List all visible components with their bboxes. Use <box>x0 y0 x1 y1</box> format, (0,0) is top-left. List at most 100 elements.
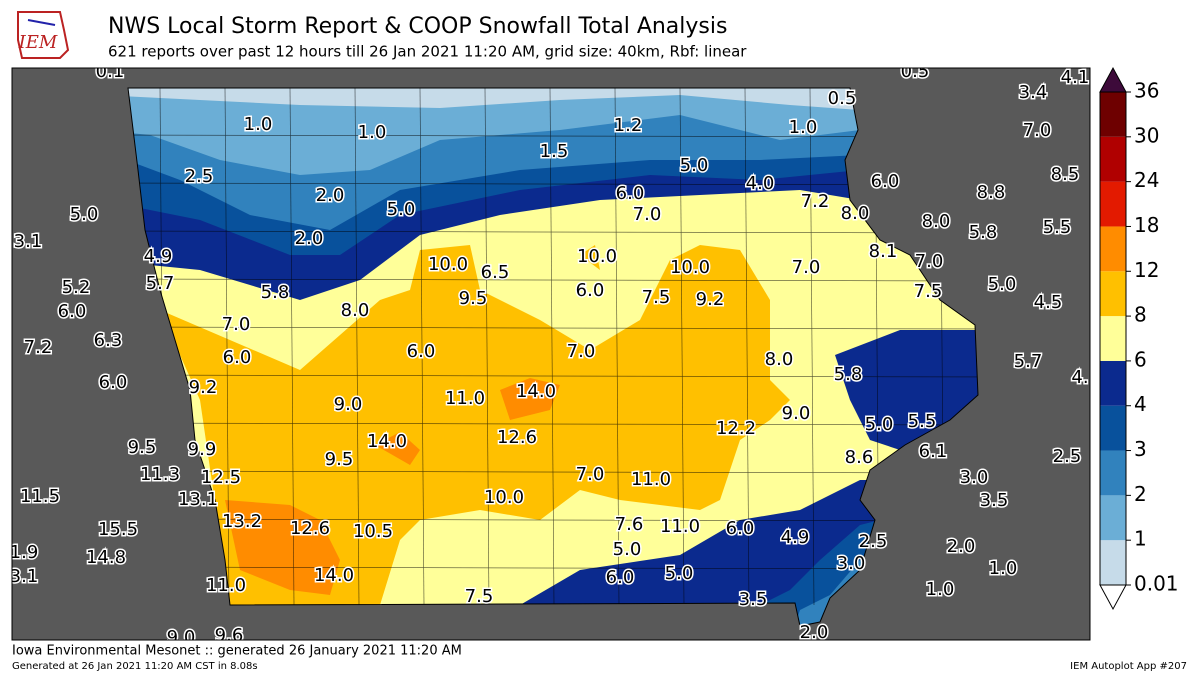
snow-label: 10.0 <box>484 487 524 508</box>
snow-label: 6.0 <box>616 183 645 204</box>
snow-label: 14.0 <box>314 565 354 586</box>
snow-label: 1.0 <box>926 579 955 600</box>
snow-label: 7.5 <box>465 586 494 607</box>
colorbar-segment <box>1100 181 1126 227</box>
snow-label: 0.5 <box>901 61 930 82</box>
snow-label: 5.2 <box>62 277 91 298</box>
county-line <box>128 374 978 378</box>
colorbar-segment <box>1100 226 1126 272</box>
snow-label: 7.0 <box>792 257 821 278</box>
colorbar-tick-label: 2 <box>1134 482 1147 506</box>
colorbar-segment <box>1100 405 1126 451</box>
snow-label: 12.6 <box>497 427 537 448</box>
colorbar-tick-label: 30 <box>1134 123 1159 147</box>
footer-app: IEM Autoplot App #207 <box>1070 661 1187 672</box>
snow-label: 7.2 <box>801 191 830 212</box>
snow-label: 10.0 <box>670 257 710 278</box>
snow-label: 2.0 <box>800 622 829 643</box>
snow-label: 3.1 <box>14 231 43 252</box>
colorbar-frame <box>1099 91 1127 586</box>
snow-label: 8.8 <box>977 182 1006 203</box>
snow-label: 8.0 <box>841 203 870 224</box>
snow-label: 7.2 <box>24 337 53 358</box>
snow-label: 9.2 <box>696 289 725 310</box>
logo: IEM <box>17 11 70 59</box>
colorbar-segment <box>1100 450 1126 496</box>
subtitle: 621 reports over past 12 hours till 26 J… <box>108 43 747 61</box>
snow-label: 8.0 <box>765 349 794 370</box>
snow-label: 5.7 <box>146 273 175 294</box>
snow-label: 11.5 <box>20 486 60 507</box>
colorbar-tick-label: 6 <box>1134 347 1147 371</box>
snow-label: 6.5 <box>481 262 510 283</box>
snow-label: 3.4 <box>1019 82 1048 103</box>
county-line <box>128 230 978 234</box>
snow-label: 2.0 <box>295 228 324 249</box>
snow-label: 4.9 <box>781 527 810 548</box>
snow-label: 6.0 <box>407 341 436 362</box>
county-line <box>419 88 425 606</box>
colorbar-segment <box>1100 271 1126 317</box>
snow-label: 0.5 <box>828 88 857 109</box>
snow-label: 9.2 <box>189 377 218 398</box>
snow-label: 11.0 <box>660 516 700 537</box>
county-line <box>224 88 230 606</box>
snow-label: 5.8 <box>834 364 863 385</box>
colorbar-tick-label: 18 <box>1134 213 1159 237</box>
snow-label: 6.3 <box>94 330 123 351</box>
snow-label: 6.0 <box>58 301 87 322</box>
snow-label: 5.8 <box>969 222 998 243</box>
snow-label: 11.0 <box>445 388 485 409</box>
colorbar-under <box>1099 584 1127 611</box>
snow-label: 7.0 <box>633 204 662 225</box>
snow-label: 9.0 <box>334 394 363 415</box>
snow-label: 1.0 <box>989 558 1018 579</box>
snow-label: 9.0 <box>167 627 196 648</box>
snow-label: 5.7 <box>1014 351 1043 372</box>
snow-label: 1.9 <box>10 542 39 563</box>
snow-label: 7.6 <box>615 514 644 535</box>
county-line <box>128 326 978 330</box>
snow-label: 6.0 <box>606 567 635 588</box>
colorbar-segment <box>1100 495 1126 541</box>
logo-text: IEM <box>18 32 58 53</box>
snow-label: 8.5 <box>1051 164 1080 185</box>
colorbar-tick-label: 3 <box>1134 437 1147 461</box>
colorbar-segment <box>1100 360 1126 406</box>
county-line <box>484 88 490 606</box>
snow-label: 9.9 <box>188 439 217 460</box>
snow-label: 3.5 <box>980 490 1009 511</box>
snow-label: 4. <box>1071 367 1088 388</box>
snow-label: 7.0 <box>222 314 251 335</box>
colorbar-tick-label: 24 <box>1134 168 1159 192</box>
title: NWS Local Storm Report & COOP Snowfall T… <box>108 14 727 39</box>
snow-label: 3.5 <box>739 589 768 610</box>
colorbar-tick-label: 36 <box>1134 79 1159 103</box>
snow-label: 5.0 <box>613 539 642 560</box>
snow-label: 2.5 <box>1053 446 1082 467</box>
county-line <box>809 88 815 606</box>
snow-label: 12.6 <box>290 518 330 539</box>
colorbar-segment <box>1100 540 1126 585</box>
county-line <box>128 182 978 186</box>
snow-label: 3.0 <box>960 467 989 488</box>
colorbar-segment <box>1100 136 1126 182</box>
colorbar-segment <box>1100 316 1126 361</box>
iowa-field <box>128 88 978 626</box>
snow-label: 6.0 <box>99 372 128 393</box>
snow-label: 3.0 <box>837 553 866 574</box>
snow-label: 15.5 <box>98 519 138 540</box>
snow-label: 10.5 <box>353 521 393 542</box>
snow-label: 5.0 <box>387 199 416 220</box>
county-line <box>614 88 620 606</box>
colorbar-tick-label: 12 <box>1134 258 1159 282</box>
colorbar-tick-label: 8 <box>1134 303 1147 327</box>
county-line <box>354 88 360 606</box>
snow-label: 7.0 <box>576 464 605 485</box>
snow-label: 11.3 <box>140 464 180 485</box>
snow-label: 9.5 <box>459 288 488 309</box>
snow-label: 8.1 <box>869 241 898 262</box>
colorbar-over <box>1099 66 1127 93</box>
